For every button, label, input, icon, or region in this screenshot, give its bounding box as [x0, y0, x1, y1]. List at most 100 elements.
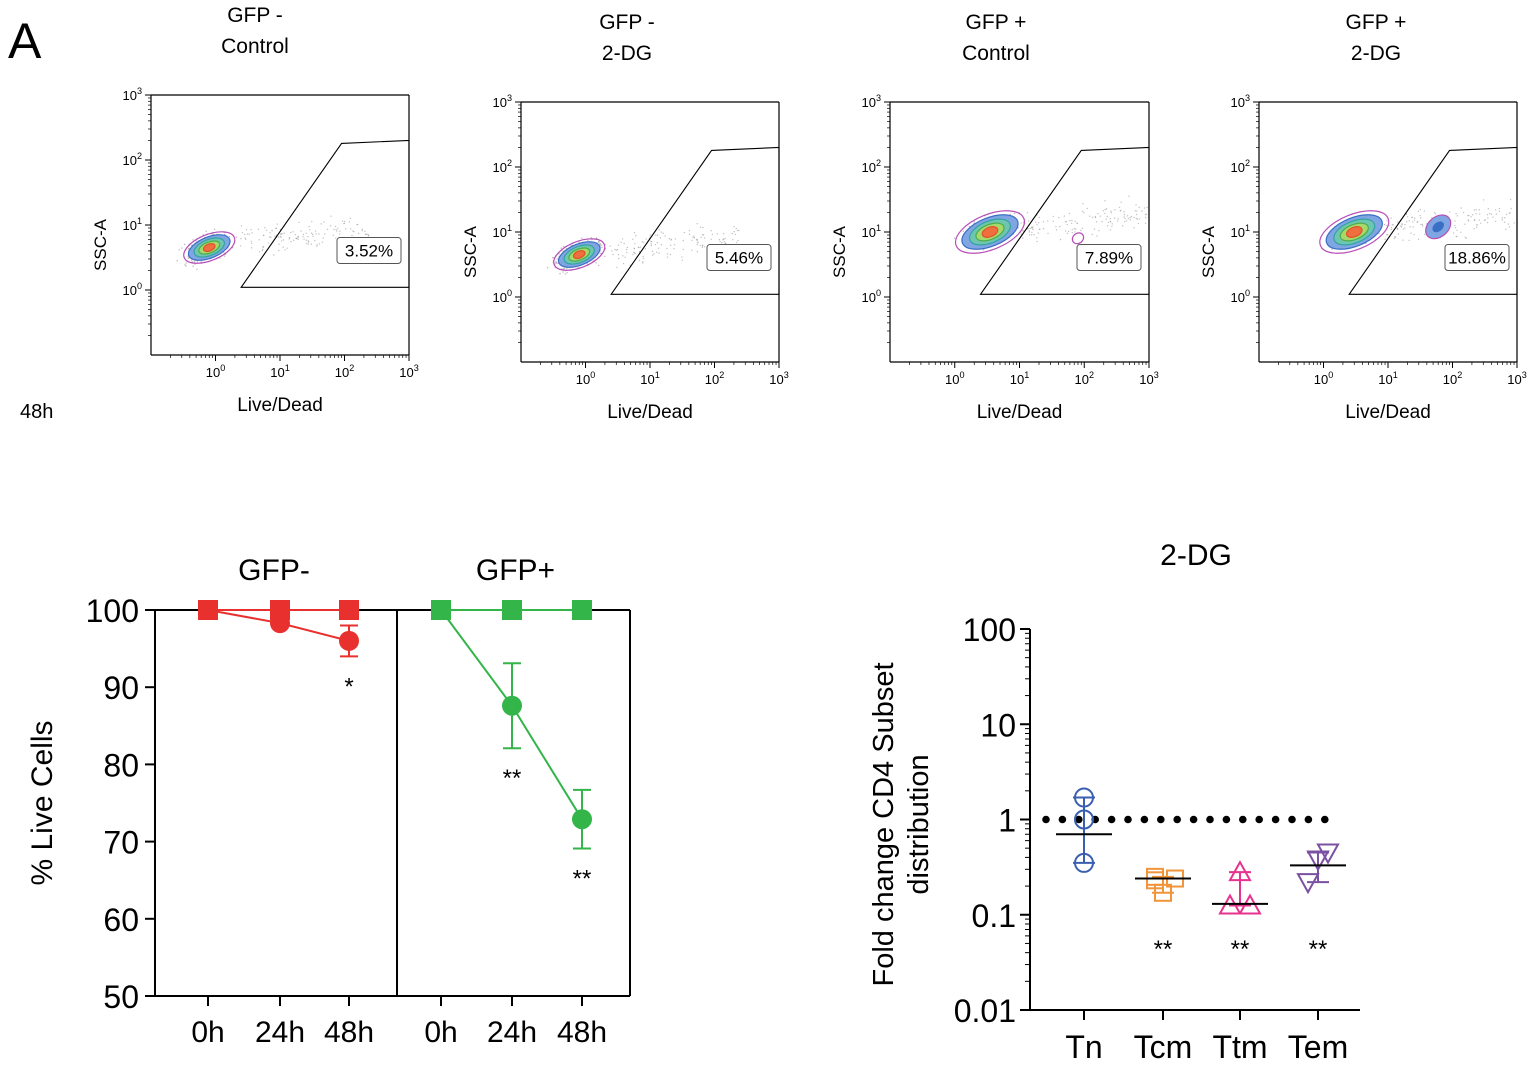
reference-line-dot [1304, 815, 1313, 824]
flow-event-dot [1137, 222, 1140, 225]
flow-event-dot [1098, 229, 1100, 232]
flow-event-dot [634, 252, 637, 255]
flow-event-dot [615, 249, 617, 251]
flow-event-dot [310, 243, 313, 245]
flow-event-dot [1456, 229, 1458, 231]
flow-y-tick-label: 101 [861, 223, 881, 240]
flow-x-tick-label: 100 [945, 370, 965, 387]
flow-event-dot [264, 227, 266, 229]
reference-line-dot [1124, 815, 1132, 824]
significance-label: ** [573, 866, 592, 893]
flow-event-dot [286, 247, 288, 249]
flow-event-dot [710, 238, 712, 240]
flow-event-dot [314, 230, 317, 232]
flow-event-dot [1032, 226, 1034, 228]
flow-event-dot [732, 239, 734, 241]
flow-event-dot [1102, 210, 1105, 212]
flow-event-dot [1494, 220, 1497, 223]
flow-event-dot [1475, 213, 1477, 215]
flow-event-dot [1022, 237, 1024, 239]
flow-event-dot [1413, 233, 1415, 236]
flow-event-dot [1026, 211, 1029, 214]
flow-event-dot [305, 239, 308, 241]
flow-event-dot [326, 228, 329, 231]
flow-event-dot [1505, 228, 1507, 231]
flow-event-dot [720, 241, 723, 244]
flow-event-dot [303, 238, 305, 240]
flow-event-dot [239, 245, 242, 247]
flow-contour [553, 238, 606, 271]
flow-event-dot [1074, 228, 1077, 230]
flow-event-dot [281, 232, 283, 235]
flow-event-dot [656, 234, 659, 236]
flow-event-dot [656, 241, 659, 244]
flow-event-dot [1135, 217, 1138, 219]
flow-event-dot [1501, 219, 1504, 221]
flow-event-dot [1052, 215, 1055, 218]
flow-event-dot [334, 225, 337, 228]
subset-series-Tem: Tem ** [1288, 843, 1348, 1065]
flow-x-tick-label: 102 [1074, 370, 1094, 387]
flow-event-dot [625, 248, 628, 251]
flow-event-dot [669, 253, 672, 256]
flow-event-dot [1406, 216, 1409, 218]
reference-line-dot [1075, 815, 1083, 824]
flow-event-dot [1033, 233, 1035, 236]
flow-event-dot [1070, 222, 1073, 225]
survival-y-tick-label: 100 [86, 593, 139, 629]
flow-event-dot [1110, 210, 1112, 213]
flow-event-dot [1471, 214, 1474, 216]
flow-event-dot [693, 237, 696, 239]
flow-event-dot [1109, 221, 1112, 223]
flow-event-dot [1449, 211, 1451, 213]
flow-event-dot [1402, 228, 1405, 230]
flow-event-dot [1378, 232, 1380, 235]
flow-y-tick-label: 100 [492, 288, 512, 305]
flow-event-dot [601, 244, 603, 246]
flow-event-dot [275, 227, 278, 230]
flow-event-dot [658, 228, 660, 231]
flow-x-tick-label: 103 [1139, 370, 1159, 387]
flow-event-dot [1417, 238, 1420, 241]
flow-event-dot [329, 225, 332, 227]
flow-event-dot [1038, 216, 1040, 219]
subset-point-triangle-down [1296, 873, 1320, 895]
flow-event-dot [1390, 217, 1392, 219]
flow-event-dot [1460, 207, 1462, 209]
flow-event-dot [1417, 210, 1420, 213]
flow-event-dot [335, 229, 337, 231]
reference-line-dot [1271, 815, 1280, 824]
flow-event-dot [228, 235, 231, 238]
flow-event-dot [1047, 220, 1049, 222]
flow-event-dot [1454, 220, 1456, 222]
flow-event-dot [1074, 220, 1076, 223]
flow-event-dot [595, 237, 598, 239]
flow-event-dot [350, 228, 352, 230]
survival-x-tick-label: 24h [487, 1016, 537, 1049]
flow-event-dot [1482, 199, 1485, 201]
flow-event-dot [1404, 227, 1406, 229]
flow-event-dot [1111, 223, 1113, 225]
flow-event-dot [257, 228, 260, 231]
flow-event-dot [1433, 212, 1436, 214]
flow-event-dot [563, 267, 566, 270]
flow-event-dot [617, 244, 620, 246]
flow-event-dot [736, 229, 739, 232]
flow-event-dot [564, 273, 567, 275]
flow-event-dot [267, 242, 270, 244]
flow-event-dot [716, 233, 719, 235]
flow-event-dot [612, 253, 614, 256]
flow-event-dot [322, 237, 324, 239]
flow-event-dot [1104, 200, 1106, 202]
flow-event-dot [332, 234, 335, 237]
flow-event-dot [1035, 221, 1037, 223]
flow-event-dot [1129, 217, 1131, 219]
flow-event-dot [1113, 217, 1116, 219]
flow-event-dot [1454, 226, 1457, 229]
flow-event-dot [1488, 212, 1491, 215]
flow-event-dot [352, 230, 354, 232]
subset-fold-change-chart: 2-DG 0.01 0.1 1 10 100 Fold change CD4 Subset d… [868, 539, 1360, 1065]
flow-contour [981, 226, 999, 238]
subset-y-axis-label-line1: Fold change CD4 Subset [868, 662, 900, 986]
flow-event-dot [562, 271, 564, 273]
